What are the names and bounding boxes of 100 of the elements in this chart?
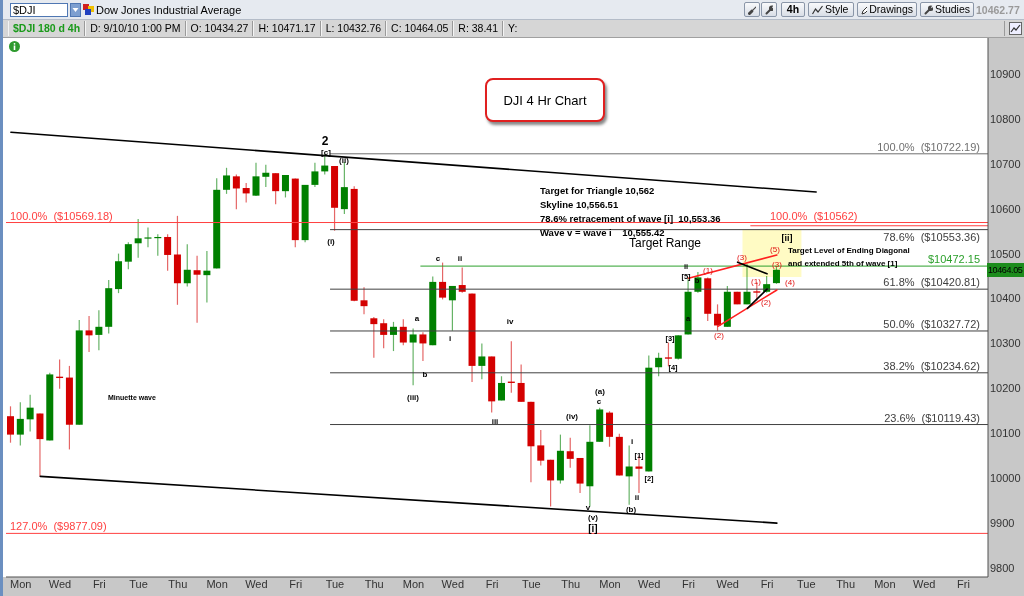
annotation: ii — [457, 253, 463, 263]
x-tick-label: Mon — [206, 577, 228, 590]
x-tick-label: Wed — [48, 577, 72, 590]
x-tick-label: Tue — [797, 577, 816, 590]
ref-line-label: 38.2% ($10234.62) — [883, 359, 980, 372]
x-tick-label: Wed — [638, 577, 661, 590]
annotation: Target Level of Ending Diagonal — [788, 245, 910, 255]
x-tick-label: Fri — [289, 577, 303, 590]
ref-line-label: 23.6% ($10119.43) — [884, 411, 980, 424]
ref-line-label: 100.0% ($10562) — [770, 209, 858, 222]
y-tick-label: 10600 — [990, 202, 1021, 215]
annotation: (5) — [770, 244, 781, 254]
y-tick-label: 9900 — [990, 517, 1015, 530]
annotation: iv — [506, 316, 514, 326]
annotation: (b) — [625, 504, 637, 514]
y-tick-label: 10700 — [990, 157, 1021, 170]
text: C: 10464.05 — [386, 21, 454, 36]
annotation: (2) — [761, 297, 772, 307]
x-tick-label: Mon — [10, 577, 32, 590]
annotation: ii — [634, 492, 640, 502]
y-tick-label: 10900 — [990, 67, 1021, 80]
text: Y: — [503, 21, 1005, 36]
ref-line-label: 61.8% ($10420.81) — [883, 276, 980, 289]
annotation: (2) — [714, 330, 725, 340]
annotation: 78.6% retracement of wave [i] 10,553.36 — [540, 212, 721, 224]
text: 4h — [781, 2, 805, 17]
y-tick-label: 10500 — [990, 247, 1021, 260]
annotation: Wave v = wave i 10,555.42 — [540, 226, 665, 238]
annotation: 2 — [321, 134, 329, 148]
y-tick-label: 10400 — [990, 292, 1021, 305]
annotation: v — [585, 502, 591, 512]
text: Style — [825, 2, 849, 17]
x-tick-label: Fri — [682, 577, 695, 590]
y-tick-label: 10800 — [990, 112, 1021, 125]
annotation: [c] — [321, 147, 332, 157]
x-tick-label: Tue — [325, 577, 345, 590]
annotation: iii — [491, 416, 499, 426]
title-box: DJI 4 Hr Chart — [485, 78, 605, 122]
text: Dow Jones Industrial Average — [96, 3, 242, 17]
x-tick-label: Fri — [957, 577, 970, 590]
text: D: 9/10/10 1:00 PM — [85, 21, 186, 36]
ref-line-label: $10472.15 — [928, 253, 980, 266]
x-tick-label: Tue — [129, 577, 148, 590]
text: H: 10471.17 — [253, 21, 321, 36]
candlestick — [674, 334, 682, 361]
ref-line-label: 100.0% ($10722.19) — [877, 140, 980, 153]
annotation: [ii] — [781, 233, 793, 243]
annotation: a — [414, 313, 420, 323]
annotation: (ii) — [339, 155, 350, 165]
annotation: Target Range — [629, 236, 702, 250]
text: $DJI 180 d 4h — [8, 21, 86, 36]
x-tick-label: Thu — [836, 577, 856, 590]
y-tick-label: 10300 — [990, 337, 1021, 350]
x-tick-label: Wed — [245, 577, 268, 590]
text: L: 10432.76 — [320, 21, 387, 36]
text: O: 10434.27 — [185, 21, 254, 36]
x-tick-label: Mon — [874, 577, 896, 590]
ref-line-label: 50.0% ($10327.72) — [883, 317, 980, 330]
x-tick-label: Wed — [912, 577, 936, 590]
x-tick-label: Mon — [599, 577, 621, 590]
ref-line-label: 127.0% ($9877.09) — [10, 520, 107, 533]
annotation: Target for Triangle 10,562 — [540, 184, 655, 196]
x-tick-label: Fri — [485, 577, 499, 590]
x-tick-label: Wed — [441, 577, 465, 590]
x-tick-label: Fri — [760, 577, 774, 590]
annotation: (i) — [327, 236, 336, 246]
y-tick-label: 9800 — [990, 561, 1015, 574]
x-tick-label: Thu — [168, 577, 188, 590]
annotation: b — [422, 369, 428, 379]
ref-line-label: 100.0% ($10569.18) — [10, 209, 113, 222]
x-tick-label: Fri — [92, 577, 106, 590]
annotation: (3) — [772, 259, 783, 269]
x-tick-label: Mon — [402, 577, 425, 590]
annotation: (v) — [588, 512, 599, 522]
annotation: (4) — [785, 277, 796, 287]
annotation: (1) — [751, 276, 762, 286]
annotation: and extended 5th of wave [1] — [788, 258, 898, 268]
x-tick-label: Thu — [561, 577, 581, 590]
annotation: c — [435, 253, 441, 263]
text: 10462.77 — [976, 3, 1020, 17]
annotation: i — [448, 333, 452, 343]
text-field: $DJI — [10, 3, 68, 17]
x-tick-label: Thu — [364, 577, 384, 590]
annotation: (1) — [703, 265, 714, 275]
annotation: (iv) — [566, 411, 579, 421]
x-tick-label: Wed — [716, 577, 739, 590]
annotation: (3) — [737, 252, 748, 262]
annotation: (a) — [595, 386, 606, 396]
annotation: Skyline 10,556.51 — [540, 198, 619, 210]
text: Drawings — [869, 2, 913, 17]
annotation: i — [630, 436, 634, 446]
annotation: [i] — [588, 522, 598, 534]
y-tick-label: 10100 — [990, 427, 1021, 440]
y-tick-label: 10200 — [990, 382, 1021, 395]
annotation: c — [596, 396, 602, 406]
text: Studies — [934, 2, 970, 17]
annotation: (iii) — [407, 392, 420, 402]
x-tick-label: Tue — [522, 577, 541, 590]
y-tick-label: 10000 — [990, 472, 1021, 485]
text: R: 38.41 — [453, 21, 504, 36]
